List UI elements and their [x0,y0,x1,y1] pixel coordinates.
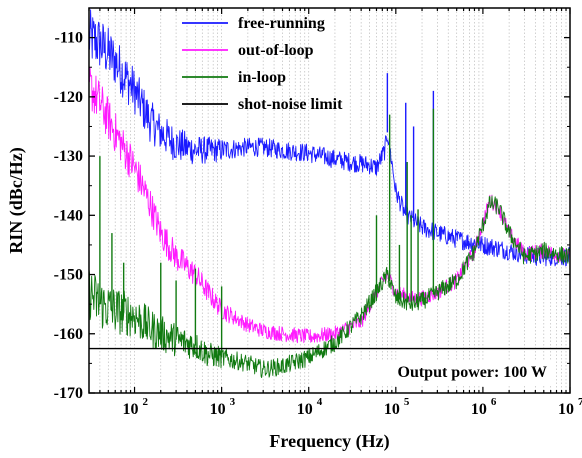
y-tick-label: -120 [54,89,83,106]
y-tick-label: -150 [54,267,83,284]
plot-frame [88,7,571,394]
series-layer [88,9,571,378]
series-line [88,9,571,267]
x-tick-exponent: 3 [230,396,236,408]
legend-item: out-of-loop [182,42,314,59]
legend-label: free-running [238,15,325,32]
x-tick-exponent: 2 [143,396,149,408]
grid [88,8,571,393]
y-axis-title: RIN (dBc/Hz) [6,147,27,254]
y-tick-label: -110 [55,30,83,47]
series-out-of-loop [88,63,571,344]
annotation-background [346,360,556,384]
legend-item: shot-noise limit [182,96,343,113]
y-tick-label: -160 [54,326,83,343]
x-tick-label: 10 [297,401,313,418]
legend-label: in-loop [238,69,286,86]
y-tick-label: -130 [54,148,83,165]
y-tick-label: -170 [54,385,83,402]
axes: -110 -120 -130 -140 -150 -160 -170 10 2 10 3 10 4 10 5… [54,7,582,418]
x-tick-label: 10 [471,401,487,418]
x-tick-label: 10 [558,401,574,418]
legend-item: in-loop [182,69,286,86]
x-tick-label: 10 [123,401,139,418]
legend-item: free-running [182,15,325,32]
legend: free-running out-of-loop in-loop shot-noise… [182,15,343,113]
series-in-loop [88,108,571,378]
x-tick-exponent: 7 [578,396,582,408]
x-tick-label: 10 [210,401,226,418]
x-tick-exponent: 6 [491,396,497,408]
x-tick-label: 10 [384,401,400,418]
legend-label: shot-noise limit [238,96,343,113]
x-tick-exponent: 4 [317,396,323,408]
legend-label: out-of-loop [238,42,314,59]
y-tick-label: -140 [54,207,83,224]
annotation-text: Output power: 100 W [398,364,548,381]
series-line [88,63,571,344]
x-axis-title: Frequency (Hz) [269,431,389,452]
annotation: Output power: 100 W [346,360,556,384]
x-tick-exponent: 5 [404,396,410,408]
